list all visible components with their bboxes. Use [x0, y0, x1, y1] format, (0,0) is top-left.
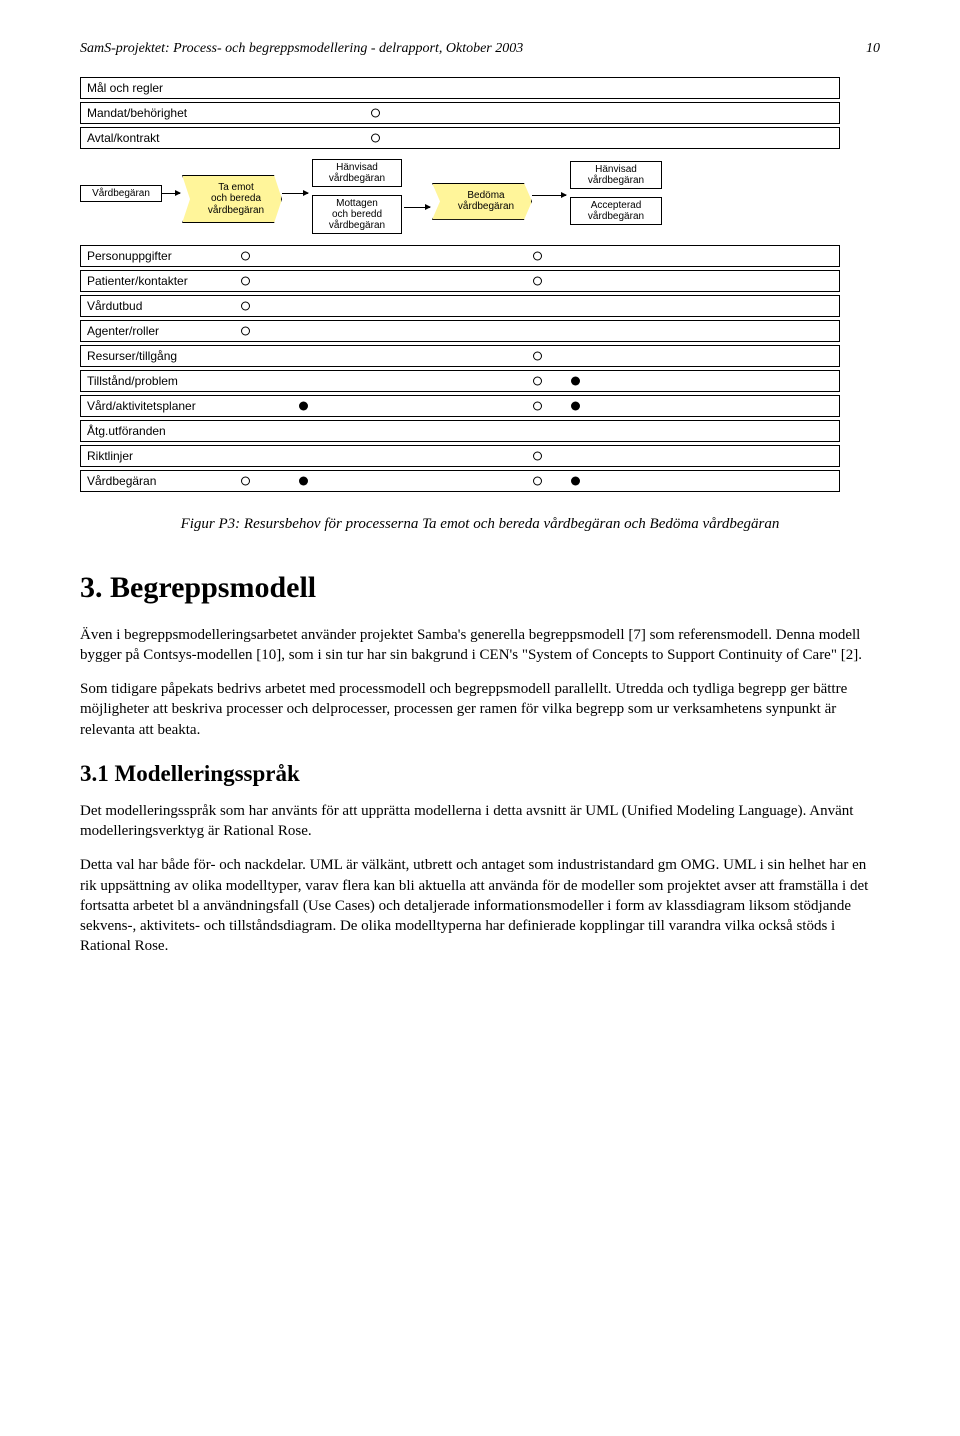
marker-circle-icon [533, 351, 542, 360]
swimlane-label: Resurser/tillgång [87, 348, 177, 364]
marker-circle-icon [371, 133, 380, 142]
body-paragraph: Detta val har både för- och nackdelar. U… [80, 855, 880, 956]
input-vardbegaran: Vårdbegäran [80, 185, 162, 202]
marker-circle-icon [533, 376, 542, 385]
arrow-icon [532, 195, 566, 196]
arrow-icon [404, 207, 430, 208]
swimlane-row: Tillstånd/problem [80, 370, 840, 392]
swimlane-row: Agenter/roller [80, 320, 840, 342]
mid-hanvisad: Hänvisadvårdbegäran [312, 159, 402, 187]
page-header: SamS-projektet: Process- och begreppsmod… [80, 40, 880, 59]
arrow-icon [162, 193, 180, 194]
swimlane-label: Vårdutbud [87, 298, 142, 314]
swimlane-label: Mandat/behörighet [87, 105, 187, 121]
swimlane-row: Personuppgifter [80, 245, 840, 267]
process-ta-emot: Ta emotoch beredavårdbegäran [182, 175, 282, 224]
arrow-icon [282, 193, 308, 194]
swimlane-label: Avtal/kontrakt [87, 130, 159, 146]
marker-circle-icon [241, 476, 250, 485]
swimlane-label: Agenter/roller [87, 323, 159, 339]
body-paragraph: Det modelleringsspråk som har använts fö… [80, 801, 880, 842]
marker-circle-icon [241, 326, 250, 335]
body-paragraph: Även i begreppsmodelleringsarbetet använ… [80, 625, 880, 666]
marker-circle-icon [241, 276, 250, 285]
swimlane-row: Åtg.utföranden [80, 420, 840, 442]
swimlane-row: Avtal/kontrakt [80, 127, 840, 149]
process-bedoma: Bedömavårdbegäran [432, 183, 532, 220]
marker-circle-icon [241, 251, 250, 260]
swimlane-label: Mål och regler [87, 80, 163, 96]
swimlane-row: Vård/aktivitetsplaner [80, 395, 840, 417]
marker-circle-icon [533, 251, 542, 260]
mid-hanvisad-label: Hänvisadvårdbegäran [329, 162, 385, 184]
swimlane-label: Vård/aktivitetsplaner [87, 398, 196, 414]
mid-mottagen: Mottagenoch bereddvårdbegäran [312, 195, 402, 234]
figure-caption: Figur P3: Resursbehov för processerna Ta… [80, 514, 880, 534]
swimlane-label: Åtg.utföranden [87, 423, 166, 439]
swimlane-row: Vårdutbud [80, 295, 840, 317]
process-diagram: Mål och regler Mandat/behörighet Avtal/kon… [80, 77, 840, 492]
header-page-number: 10 [866, 40, 880, 59]
swimlane-label: Patienter/kontakter [87, 273, 188, 289]
marker-circle-icon [371, 108, 380, 117]
marker-circle-icon [533, 476, 542, 485]
process-bedoma-label: Bedömavårdbegäran [458, 190, 514, 213]
marker-dot-icon [571, 376, 580, 385]
swimlane-row: Vårdbegäran [80, 470, 840, 492]
swimlane-row: Resurser/tillgång [80, 345, 840, 367]
header-title: SamS-projektet: Process- och begreppsmod… [80, 40, 523, 59]
marker-circle-icon [533, 276, 542, 285]
swimlane-label: Riktlinjer [87, 448, 133, 464]
process-ta-emot-label: Ta emotoch beredavårdbegäran [208, 182, 264, 216]
marker-circle-icon [533, 451, 542, 460]
marker-circle-icon [533, 401, 542, 410]
swimlane-label: Vårdbegäran [87, 473, 156, 489]
swimlane-label: Personuppgifter [87, 248, 172, 264]
swimlane-row: Riktlinjer [80, 445, 840, 467]
out-accepterad-label: Accepteradvårdbegäran [588, 200, 644, 222]
section-3-heading: 3. Begreppsmodell [80, 568, 880, 609]
swimlane-row: Patienter/kontakter [80, 270, 840, 292]
swimlane-row: Mandat/behörighet [80, 102, 840, 124]
out-hanvisad: Hänvisadvårdbegäran [570, 161, 662, 189]
marker-dot-icon [571, 401, 580, 410]
diagram-process-band: Vårdbegäran Ta emotoch beredavårdbegäran… [80, 155, 840, 237]
swimlane-label: Tillstånd/problem [87, 373, 178, 389]
marker-dot-icon [299, 401, 308, 410]
diagram-top-lanes: Mål och regler Mandat/behörighet Avtal/kon… [80, 77, 840, 149]
body-paragraph: Som tidigare påpekats bedrivs arbetet me… [80, 679, 880, 740]
mid-mottagen-label: Mottagenoch bereddvårdbegäran [329, 198, 385, 231]
out-hanvisad-label: Hänvisadvårdbegäran [588, 164, 644, 186]
marker-dot-icon [571, 476, 580, 485]
swimlane-row: Mål och regler [80, 77, 840, 99]
section-3-1-heading: 3.1 Modelleringsspråk [80, 758, 880, 789]
diagram-bottom-lanes: Personuppgifter Patienter/kontakter Vårdut… [80, 245, 840, 492]
marker-dot-icon [299, 476, 308, 485]
out-accepterad: Accepteradvårdbegäran [570, 197, 662, 225]
marker-circle-icon [241, 301, 250, 310]
